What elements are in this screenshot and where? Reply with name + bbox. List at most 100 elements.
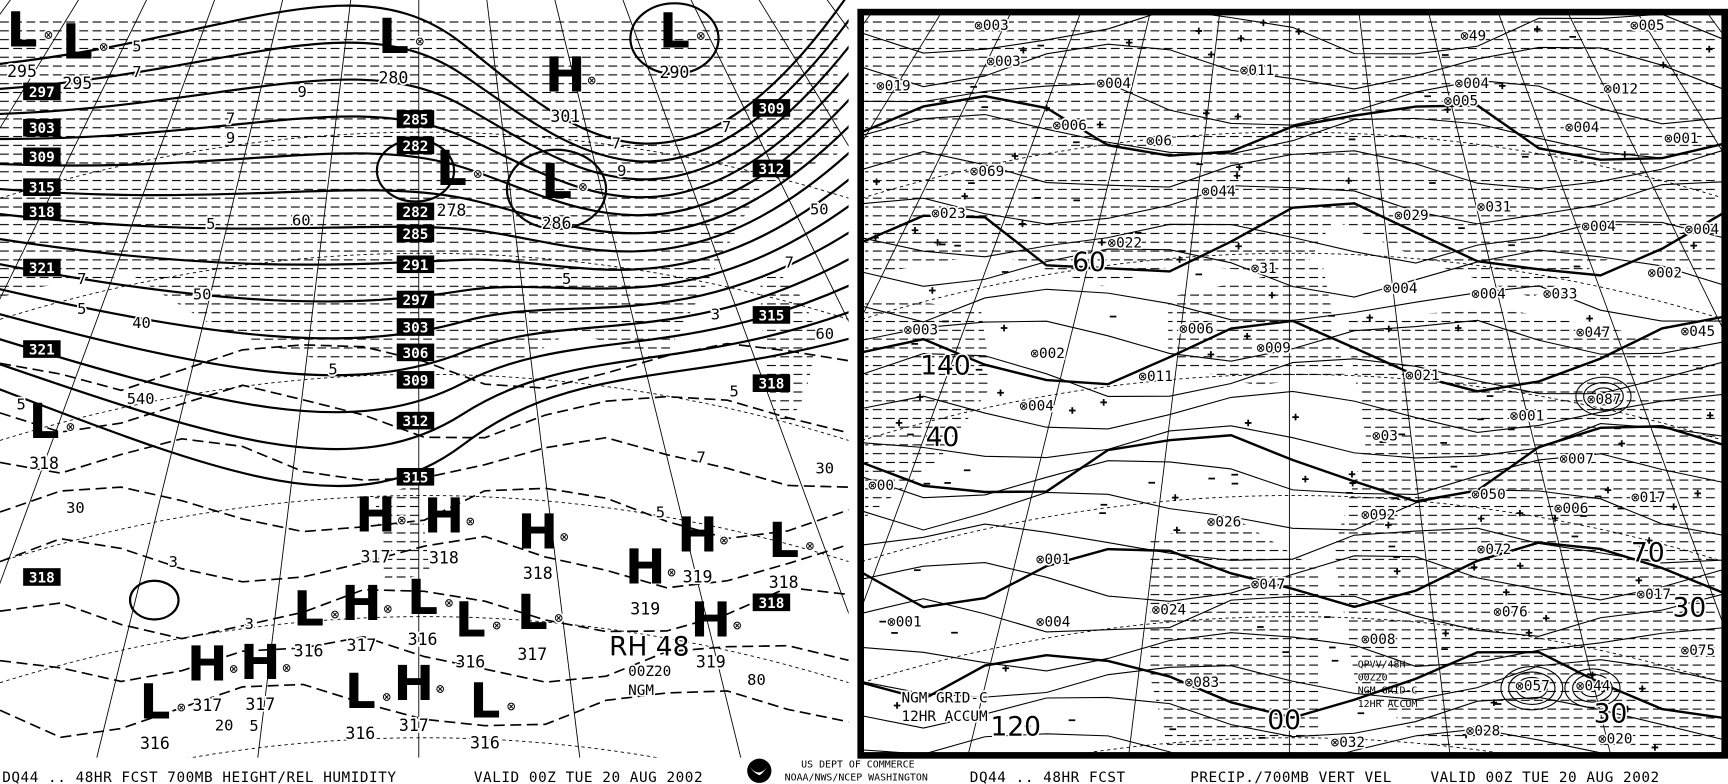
plus-mark bbox=[1516, 562, 1524, 570]
height-value: 315 bbox=[758, 308, 784, 324]
precip-value: ⊗017 bbox=[1631, 490, 1665, 506]
center-x-icon: ⊗ bbox=[720, 533, 729, 549]
precip-amount: 005 bbox=[1452, 94, 1478, 110]
contour-label: 80 bbox=[747, 671, 766, 689]
center-value: 317 bbox=[347, 636, 377, 655]
center-x-icon: ⊗ bbox=[696, 29, 705, 45]
plus-mark bbox=[1393, 567, 1401, 575]
plus-mark bbox=[1636, 541, 1644, 549]
plus-mark bbox=[1498, 82, 1506, 90]
precip-amount: 072 bbox=[1485, 542, 1511, 558]
plus-mark bbox=[1019, 220, 1026, 228]
plus-mark bbox=[1173, 526, 1181, 534]
center-letter: H bbox=[518, 504, 559, 560]
precip-x-icon: ⊗ bbox=[986, 54, 995, 70]
precip-amount: 045 bbox=[1689, 324, 1715, 340]
precip-value: ⊗005 bbox=[1444, 94, 1478, 110]
precip-value: ⊗019 bbox=[876, 78, 910, 94]
center-letter: L bbox=[768, 513, 799, 569]
rh-contour bbox=[0, 586, 849, 640]
precip-amount: 050 bbox=[1480, 487, 1506, 503]
contour-label: 30 bbox=[1673, 593, 1707, 624]
high-pressure-center: H ⊗ 301 bbox=[545, 47, 598, 127]
contour-label: 50 bbox=[193, 286, 212, 304]
vv-contour bbox=[861, 659, 1724, 701]
coastline bbox=[861, 202, 1724, 277]
stamp-time: 00Z20 bbox=[628, 664, 671, 680]
agency-line1: US DEPT OF COMMERCE bbox=[801, 759, 914, 770]
precip-amount: 03 bbox=[1381, 428, 1398, 444]
precip-amount: 028 bbox=[1474, 724, 1500, 740]
height-value-box: 318 bbox=[23, 568, 61, 586]
precip-value: ⊗031 bbox=[1477, 199, 1511, 215]
parallel-line bbox=[861, 495, 1724, 562]
center-x-icon: ⊗ bbox=[99, 40, 108, 56]
precip-value: ⊗026 bbox=[1207, 514, 1241, 530]
rh-contour bbox=[0, 384, 849, 439]
center-x-icon: ⊗ bbox=[466, 514, 475, 530]
parallel-line bbox=[1081, 737, 1504, 754]
precip-x-icon: ⊗ bbox=[1146, 133, 1155, 149]
center-letter: H bbox=[341, 576, 382, 632]
meridian-line bbox=[1497, 13, 1724, 627]
precip-value: ⊗49 bbox=[1460, 29, 1486, 45]
precip-amount: 047 bbox=[1585, 325, 1611, 341]
precip-x-icon: ⊗ bbox=[1331, 735, 1340, 751]
plus-mark bbox=[1236, 163, 1243, 171]
plus-mark bbox=[1349, 479, 1356, 487]
plus-mark bbox=[1645, 537, 1653, 544]
plus-mark bbox=[1516, 509, 1524, 517]
center-letter: L bbox=[436, 141, 467, 197]
vv-contour bbox=[861, 43, 1724, 90]
precip-x-icon: ⊗ bbox=[1685, 222, 1694, 238]
center-x-icon: ⊗ bbox=[398, 513, 407, 529]
precip-value: ⊗03 bbox=[1372, 428, 1398, 444]
height-value-box: 303 bbox=[23, 118, 61, 137]
height-value: 318 bbox=[29, 205, 55, 221]
plus-mark bbox=[1207, 51, 1215, 58]
hatched-region bbox=[374, 484, 430, 584]
height-contour bbox=[0, 337, 849, 488]
rh-contour bbox=[0, 486, 849, 540]
precip-x-icon: ⊗ bbox=[1559, 452, 1568, 468]
precip-x-icon: ⊗ bbox=[1240, 63, 1249, 79]
precip-amount: 004 bbox=[1105, 76, 1131, 92]
contour-label: 70 bbox=[1631, 538, 1665, 569]
precip-value: ⊗069 bbox=[970, 164, 1004, 180]
plus-mark bbox=[1098, 239, 1106, 246]
plus-mark bbox=[1454, 324, 1462, 332]
meridian-line bbox=[257, 0, 352, 758]
vv-contour bbox=[861, 149, 1724, 190]
precip-x-icon: ⊗ bbox=[1471, 286, 1480, 302]
precip-amount: 001 bbox=[1673, 131, 1699, 147]
precip-value: ⊗022 bbox=[1108, 236, 1142, 252]
high-pressure-center: H ⊗ 319 bbox=[625, 540, 678, 620]
plus-mark bbox=[929, 287, 936, 294]
plus-mark bbox=[893, 702, 901, 709]
precip-value: ⊗004 bbox=[1019, 399, 1053, 415]
contour-label: 40 bbox=[132, 314, 151, 332]
center-letter: L bbox=[7, 2, 38, 58]
precip-amount: 075 bbox=[1689, 643, 1715, 659]
precip-value: ⊗006 bbox=[1052, 118, 1086, 134]
plus-mark bbox=[1096, 121, 1104, 128]
precip-amount: 092 bbox=[1370, 508, 1396, 524]
contour-label: 5 bbox=[249, 717, 258, 735]
precip-x-icon: ⊗ bbox=[1598, 731, 1607, 747]
precip-value: ⊗044 bbox=[1576, 678, 1610, 694]
precip-amount: 004 bbox=[1693, 222, 1719, 238]
precip-x-icon: ⊗ bbox=[1466, 724, 1475, 740]
low-pressure-center: L ⊗ 290 bbox=[658, 3, 707, 83]
precip-value: ⊗012 bbox=[1603, 82, 1637, 98]
precip-value: ⊗004 bbox=[1471, 286, 1505, 302]
center-value: 319 bbox=[683, 568, 713, 587]
height-value-box: 297 bbox=[23, 82, 61, 101]
center-value: 319 bbox=[696, 652, 726, 671]
plus-mark bbox=[1195, 27, 1203, 35]
height-value-box: 306 bbox=[396, 343, 435, 362]
vertical-velocity-contours bbox=[861, 13, 1724, 754]
precip-value: ⊗004 bbox=[1097, 76, 1131, 92]
center-x-icon: ⊗ bbox=[229, 662, 238, 678]
center-x-icon: ⊗ bbox=[587, 73, 596, 89]
